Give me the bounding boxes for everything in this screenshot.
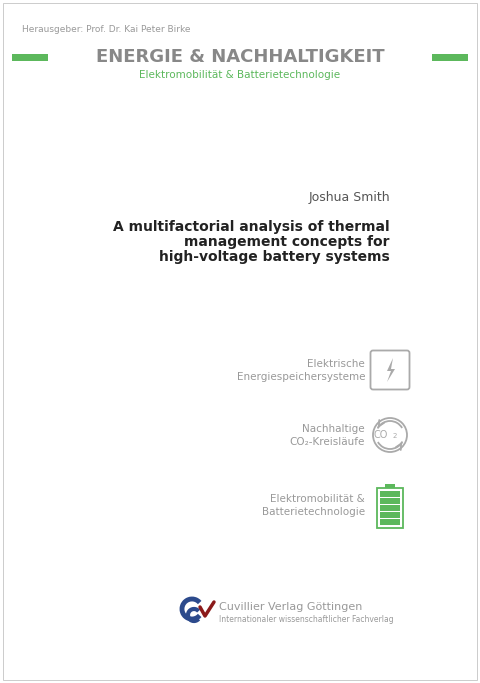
Bar <box>380 519 400 525</box>
Circle shape <box>373 418 407 452</box>
Text: Cuvillier Verlag Göttingen: Cuvillier Verlag Göttingen <box>219 602 362 612</box>
Text: Batterietechnologie: Batterietechnologie <box>262 507 365 517</box>
Text: A multifactorial analysis of thermal: A multifactorial analysis of thermal <box>113 220 390 234</box>
Bar <box>432 54 468 61</box>
Text: Energiespeichersysteme: Energiespeichersysteme <box>237 372 365 382</box>
Text: ENERGIE & NACHHALTIGKEIT: ENERGIE & NACHHALTIGKEIT <box>96 48 384 66</box>
Text: Herausgeber: Prof. Dr. Kai Peter Birke: Herausgeber: Prof. Dr. Kai Peter Birke <box>22 25 191 35</box>
Text: Elektromobilität &: Elektromobilität & <box>270 494 365 504</box>
Bar <box>380 512 400 518</box>
Text: 2: 2 <box>393 434 397 439</box>
Text: CO: CO <box>373 430 388 440</box>
Text: high-voltage battery systems: high-voltage battery systems <box>159 250 390 264</box>
Bar <box>380 505 400 511</box>
Text: Internationaler wissenschaftlicher Fachverlag: Internationaler wissenschaftlicher Fachv… <box>219 615 394 624</box>
Polygon shape <box>387 358 395 382</box>
Text: management concepts for: management concepts for <box>184 235 390 249</box>
Bar <box>12 54 48 61</box>
Bar <box>385 484 395 488</box>
Bar <box>380 498 400 503</box>
Text: Nachhaltige: Nachhaltige <box>302 424 365 434</box>
Bar <box>380 491 400 497</box>
Text: Elektromobilität & Batterietechnologie: Elektromobilität & Batterietechnologie <box>139 70 341 80</box>
Text: Elektrische: Elektrische <box>307 359 365 369</box>
Bar <box>377 488 403 528</box>
FancyBboxPatch shape <box>371 350 409 389</box>
Text: Joshua Smith: Joshua Smith <box>308 191 390 204</box>
Text: CO₂-Kreisläufe: CO₂-Kreisläufe <box>289 437 365 447</box>
